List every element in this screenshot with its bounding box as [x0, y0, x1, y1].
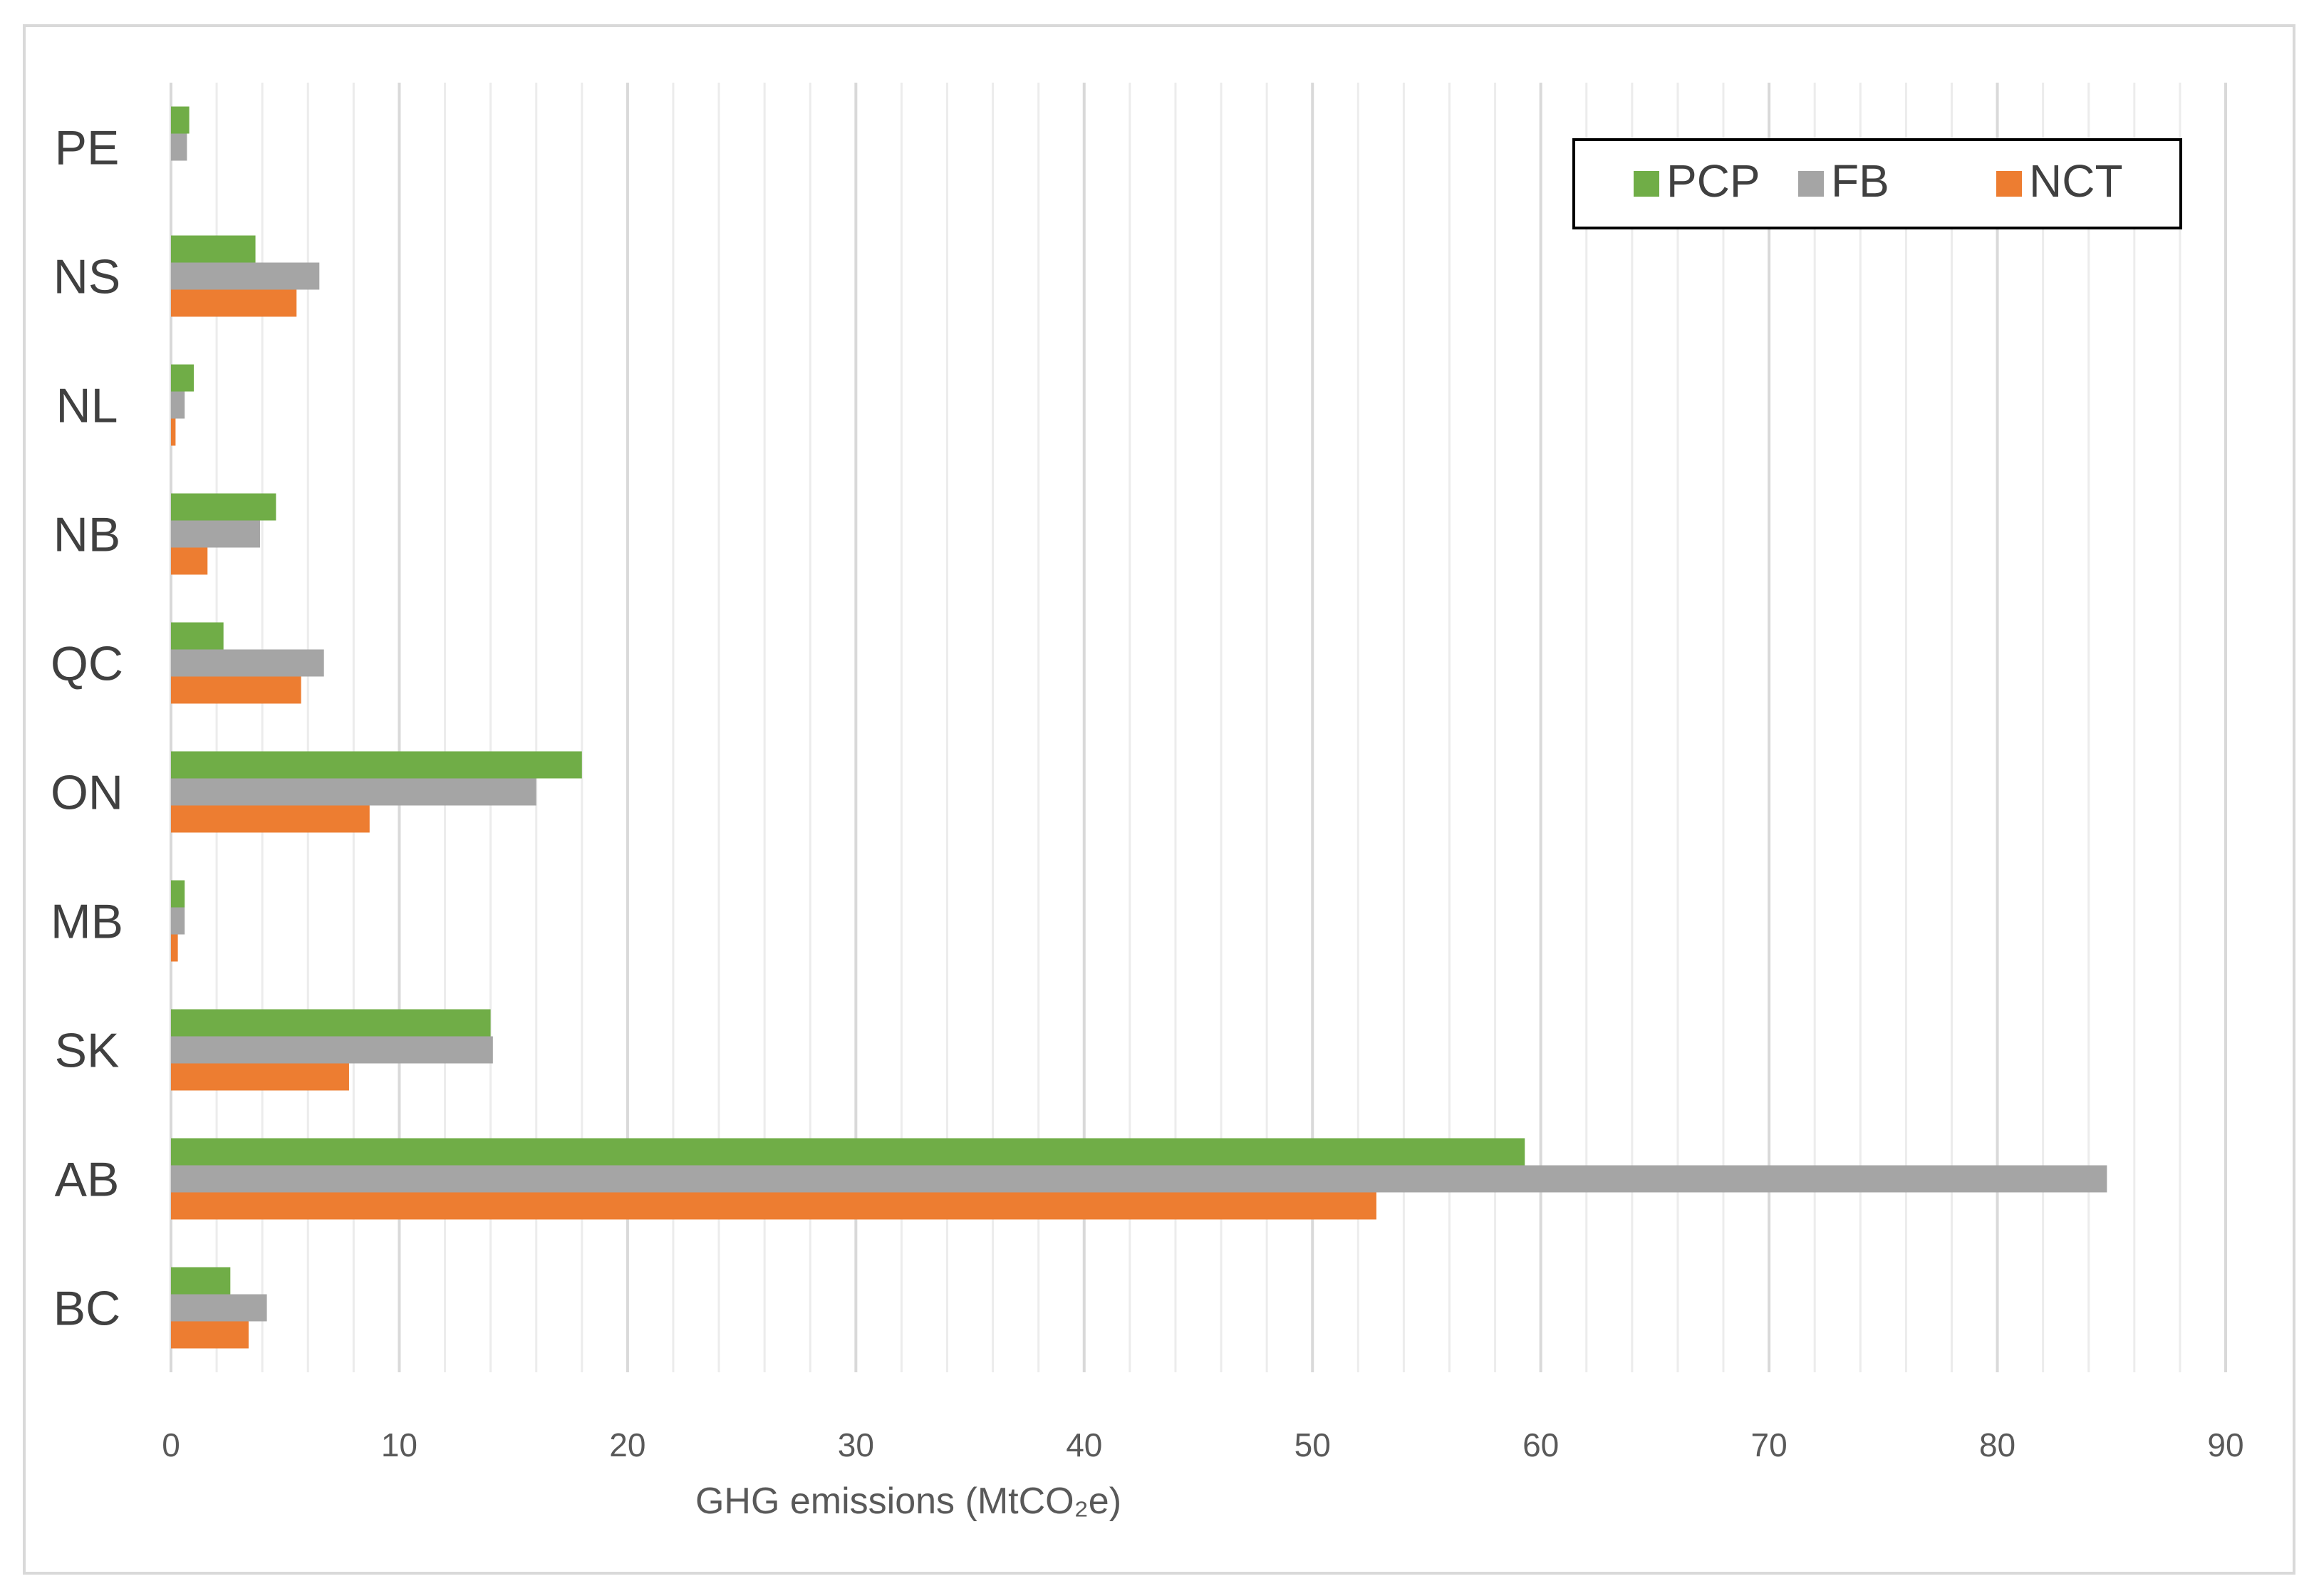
bar-pcp-nl	[171, 364, 194, 392]
category-label-on: ON	[51, 766, 123, 820]
bar-fb-nb	[171, 520, 260, 548]
bar-pcp-on	[171, 751, 582, 779]
x-tick-label: 70	[1751, 1426, 1788, 1463]
category-label-qc: QC	[51, 637, 123, 691]
bars	[171, 106, 2107, 1349]
bar-fb-ab	[171, 1165, 2107, 1193]
legend: PCP FB NCT	[1572, 138, 2182, 229]
x-tick-label: 20	[609, 1426, 645, 1463]
x-tick-label: 50	[1295, 1426, 1331, 1463]
bar-pcp-ns	[171, 235, 256, 263]
bar-nct-on	[171, 805, 370, 833]
x-tick-label: 30	[838, 1426, 874, 1463]
bar-pcp-qc	[171, 622, 224, 650]
category-labels: BC AB SK MB ON QC NB NL NS PE	[51, 121, 123, 1336]
legend-swatch-fb	[1798, 171, 1824, 197]
bar-fb-ns	[171, 262, 320, 290]
bar-nct-qc	[171, 676, 301, 704]
x-tick-label: 90	[2207, 1426, 2243, 1463]
bar-pcp-mb	[171, 880, 185, 908]
legend-label-nct: NCT	[2029, 155, 2123, 207]
bar-pcp-pe	[171, 106, 190, 134]
legend-swatch-nct	[1996, 171, 2022, 197]
bar-fb-sk	[171, 1036, 493, 1064]
category-label-mb: MB	[51, 895, 123, 949]
x-tick-label: 80	[1979, 1426, 2015, 1463]
x-tick-label: 10	[381, 1426, 417, 1463]
bar-nct-nl	[171, 418, 176, 446]
bar-nct-sk	[171, 1063, 349, 1091]
bar-fb-mb	[171, 907, 185, 935]
bar-fb-nl	[171, 391, 185, 419]
bar-nct-bc	[171, 1321, 249, 1349]
x-tick-labels: 0 10 20 30 40 50 60 70 80 90	[162, 1426, 2243, 1463]
bar-pcp-ab	[171, 1138, 1525, 1166]
x-tick-label: 40	[1066, 1426, 1102, 1463]
bar-fb-pe	[171, 133, 187, 161]
category-label-sk: SK	[55, 1024, 120, 1078]
x-axis-title: GHG emissions (MtCO₂e)	[695, 1481, 1121, 1522]
bar-nct-ns	[171, 289, 297, 317]
bar-fb-bc	[171, 1294, 267, 1322]
bar-pcp-sk	[171, 1009, 491, 1037]
category-label-bc: BC	[53, 1282, 120, 1336]
bar-fb-qc	[171, 649, 324, 677]
x-tick-label: 0	[162, 1426, 180, 1463]
legend-swatch-pcp	[1634, 171, 1659, 197]
category-label-ns: NS	[53, 250, 120, 304]
bar-fb-on	[171, 778, 536, 806]
category-label-nb: NB	[53, 508, 120, 562]
legend-label-fb: FB	[1831, 155, 1889, 207]
bar-pcp-bc	[171, 1267, 231, 1295]
category-label-nl: NL	[56, 379, 118, 433]
x-tick-label: 60	[1522, 1426, 1559, 1463]
category-label-pe: PE	[55, 121, 120, 175]
bar-nct-ab	[171, 1192, 1376, 1220]
category-label-ab: AB	[55, 1153, 120, 1207]
bar-nct-nb	[171, 547, 208, 575]
legend-box	[1572, 138, 2182, 229]
bar-pcp-nb	[171, 493, 276, 521]
legend-label-pcp: PCP	[1666, 155, 1760, 207]
bar-nct-mb	[171, 934, 178, 962]
